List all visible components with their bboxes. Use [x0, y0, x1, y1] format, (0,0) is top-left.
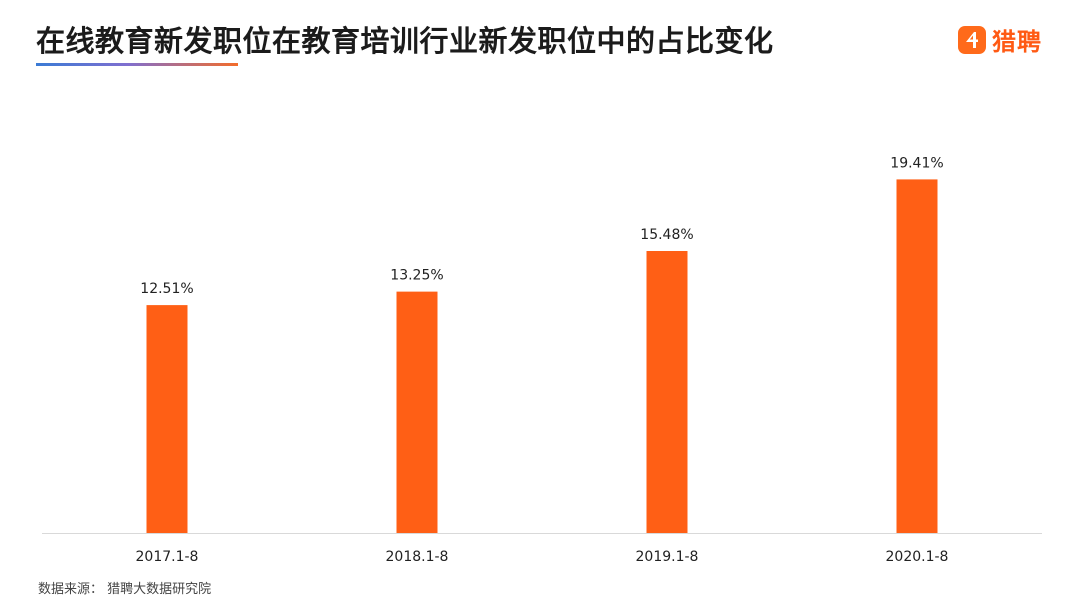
bar-2020.1-8	[896, 179, 938, 533]
logo: 猎聘	[958, 22, 1042, 57]
x-tick-label: 2020.1-8	[886, 549, 949, 565]
bar-2019.1-8	[646, 251, 688, 533]
title-underline	[36, 63, 238, 66]
data-source-note: 数据来源： 猎聘大数据研究院	[38, 582, 212, 597]
x-tick-label: 2019.1-8	[636, 549, 699, 565]
chart-title: 在线教育新发职位在教育培训行业新发职位中的占比变化	[36, 24, 774, 58]
bar-2018.1-8	[396, 291, 438, 533]
x-tick-label: 2017.1-8	[136, 549, 199, 565]
liepin-logo-icon	[958, 25, 986, 54]
data-label: 13.25%	[390, 268, 443, 284]
data-label: 19.41%	[890, 155, 943, 171]
x-tick-label: 2018.1-8	[386, 549, 449, 565]
data-label: 12.51%	[140, 281, 193, 297]
logo-text: 猎聘	[992, 28, 1042, 56]
bar-2017.1-8	[146, 305, 188, 533]
data-label: 15.48%	[640, 227, 693, 243]
